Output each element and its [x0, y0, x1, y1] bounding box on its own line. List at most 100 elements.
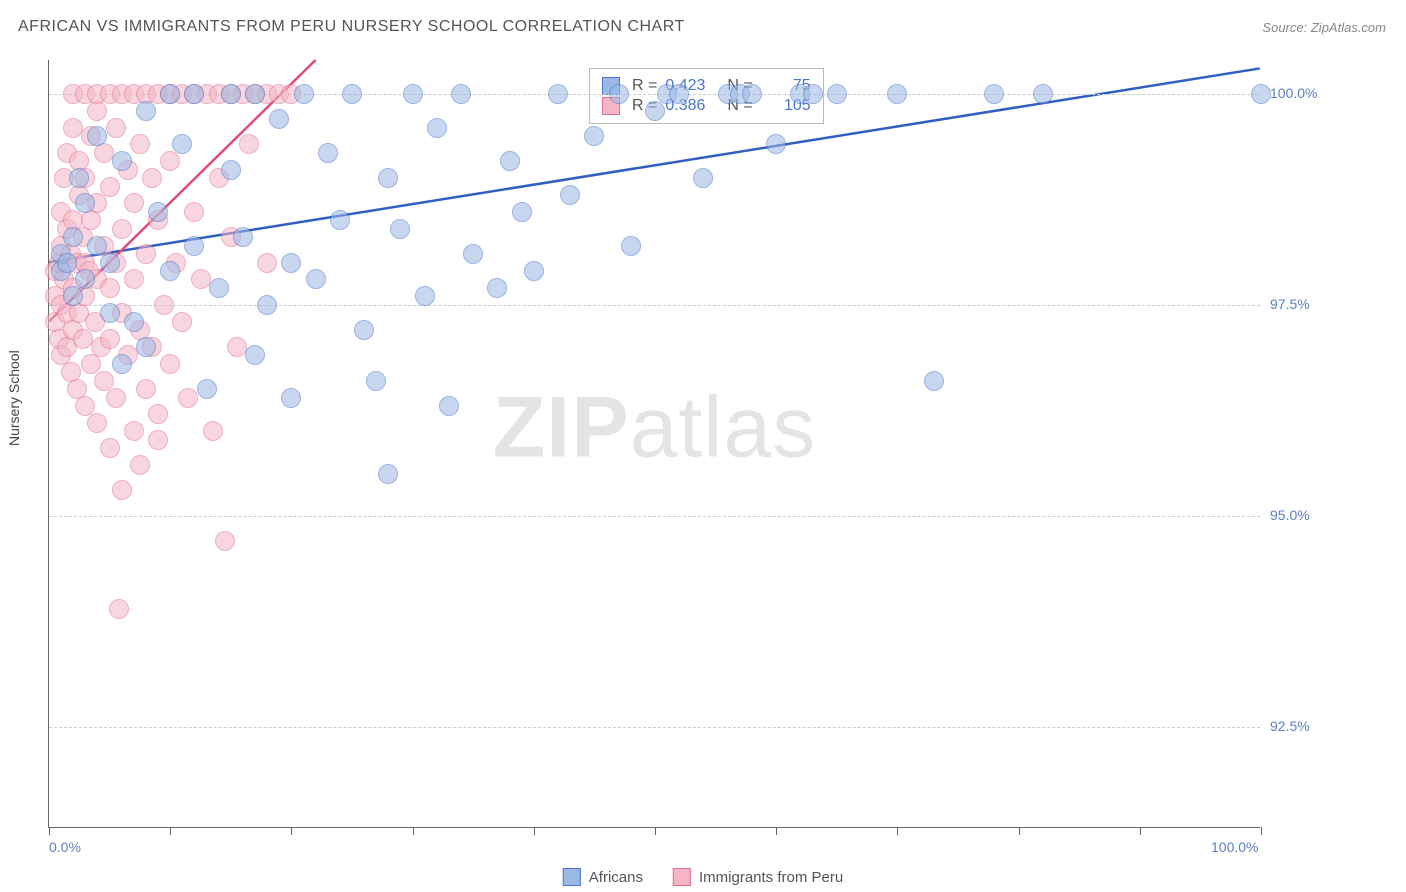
data-point — [160, 84, 180, 104]
data-point — [124, 312, 144, 332]
data-point — [172, 312, 192, 332]
data-point — [148, 202, 168, 222]
data-point — [548, 84, 568, 104]
y-tick-label: 100.0% — [1270, 85, 1350, 101]
legend-label: Immigrants from Peru — [699, 869, 843, 886]
data-point — [245, 84, 265, 104]
x-tick — [413, 827, 414, 835]
bottom-legend: Africans Immigrants from Peru — [563, 868, 843, 886]
source-attribution: Source: ZipAtlas.com — [1262, 20, 1386, 35]
y-tick-label: 95.0% — [1270, 507, 1350, 523]
legend-item: Africans — [563, 868, 643, 886]
data-point — [487, 278, 507, 298]
data-point — [75, 269, 95, 289]
swatch-icon — [673, 868, 691, 886]
data-point — [87, 126, 107, 146]
data-point — [645, 101, 665, 121]
data-point — [427, 118, 447, 138]
plot-area: ZIPatlas R =0.423N =75R =0.386N =105 92.… — [48, 60, 1260, 828]
data-point — [184, 236, 204, 256]
data-point — [136, 101, 156, 121]
x-tick — [170, 827, 171, 835]
data-point — [209, 278, 229, 298]
x-tick — [776, 827, 777, 835]
data-point — [378, 464, 398, 484]
data-point — [827, 84, 847, 104]
data-point — [693, 168, 713, 188]
data-point — [1251, 84, 1271, 104]
data-point — [390, 219, 410, 239]
data-point — [621, 236, 641, 256]
stat-r-label: R = — [632, 77, 657, 95]
y-tick-label: 92.5% — [1270, 718, 1350, 734]
data-point — [197, 379, 217, 399]
data-point — [281, 388, 301, 408]
data-point — [239, 134, 259, 154]
data-point — [318, 143, 338, 163]
watermark-light: atlas — [630, 380, 817, 476]
x-tick-label: 100.0% — [1211, 839, 1258, 855]
data-point — [766, 134, 786, 154]
data-point — [142, 168, 162, 188]
gridline — [49, 727, 1260, 728]
data-point — [584, 126, 604, 146]
data-point — [269, 109, 289, 129]
x-tick — [49, 827, 50, 835]
data-point — [136, 337, 156, 357]
stats-row: R =0.423N =75 — [602, 77, 811, 95]
data-point — [512, 202, 532, 222]
data-point — [106, 118, 126, 138]
data-point — [100, 303, 120, 323]
data-point — [63, 118, 83, 138]
swatch-icon — [563, 868, 581, 886]
data-point — [227, 337, 247, 357]
data-point — [500, 151, 520, 171]
data-point — [378, 168, 398, 188]
y-axis-label: Nursery School — [6, 350, 22, 446]
data-point — [154, 295, 174, 315]
data-point — [330, 210, 350, 230]
data-point — [136, 244, 156, 264]
data-point — [281, 253, 301, 273]
data-point — [109, 599, 129, 619]
x-tick — [655, 827, 656, 835]
y-tick-label: 97.5% — [1270, 296, 1350, 312]
legend-label: Africans — [589, 869, 643, 886]
data-point — [63, 227, 83, 247]
stats-row: R =0.386N =105 — [602, 97, 811, 115]
source-link[interactable]: ZipAtlas.com — [1311, 20, 1386, 35]
data-point — [463, 244, 483, 264]
data-point — [887, 84, 907, 104]
data-point — [803, 84, 823, 104]
data-point — [87, 413, 107, 433]
data-point — [172, 134, 192, 154]
data-point — [257, 253, 277, 273]
data-point — [215, 531, 235, 551]
data-point — [354, 320, 374, 340]
data-point — [306, 269, 326, 289]
data-point — [100, 253, 120, 273]
data-point — [439, 396, 459, 416]
data-point — [366, 371, 386, 391]
x-tick — [534, 827, 535, 835]
data-point — [124, 193, 144, 213]
data-point — [669, 84, 689, 104]
chart-container: AFRICAN VS IMMIGRANTS FROM PERU NURSERY … — [0, 0, 1406, 892]
data-point — [160, 354, 180, 374]
data-point — [609, 84, 629, 104]
data-point — [112, 219, 132, 239]
data-point — [75, 193, 95, 213]
data-point — [69, 168, 89, 188]
data-point — [742, 84, 762, 104]
data-point — [130, 455, 150, 475]
data-point — [112, 480, 132, 500]
data-point — [984, 84, 1004, 104]
data-point — [112, 354, 132, 374]
data-point — [245, 345, 265, 365]
x-tick — [291, 827, 292, 835]
data-point — [924, 371, 944, 391]
data-point — [57, 253, 77, 273]
data-point — [191, 269, 211, 289]
data-point — [257, 295, 277, 315]
gridline — [49, 305, 1260, 306]
